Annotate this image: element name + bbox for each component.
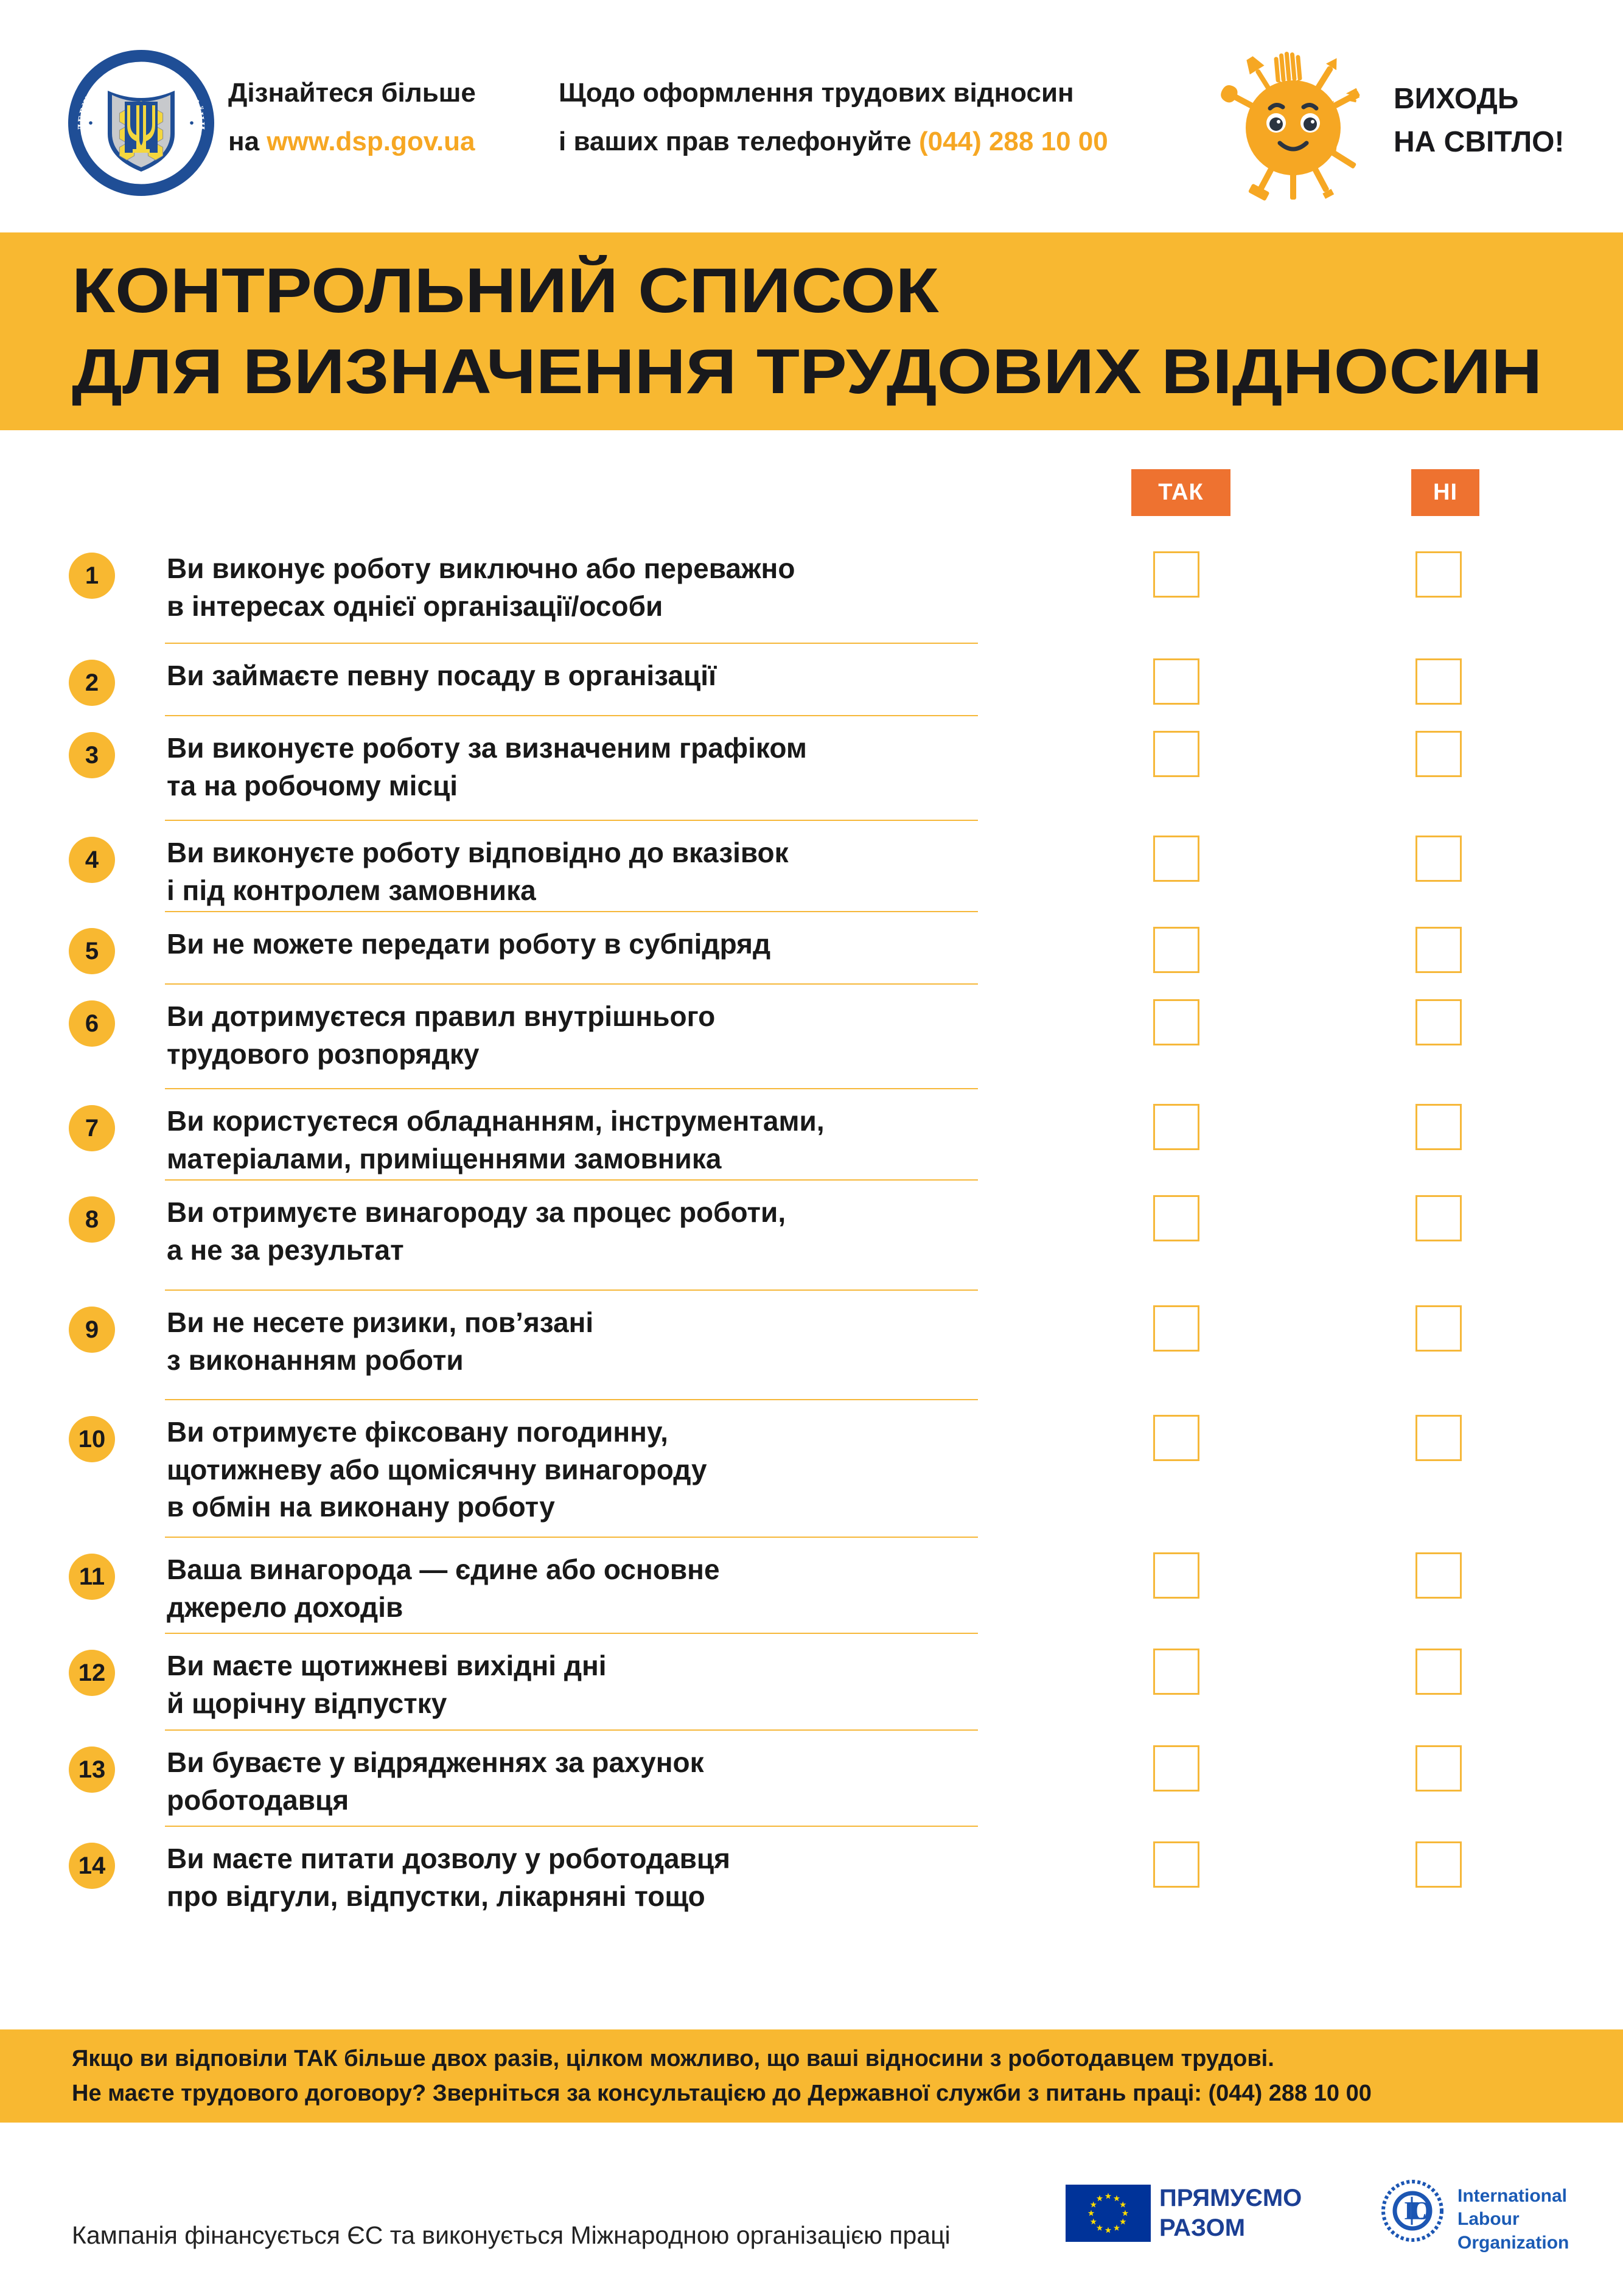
svg-text:O: O: [1412, 2197, 1432, 2225]
